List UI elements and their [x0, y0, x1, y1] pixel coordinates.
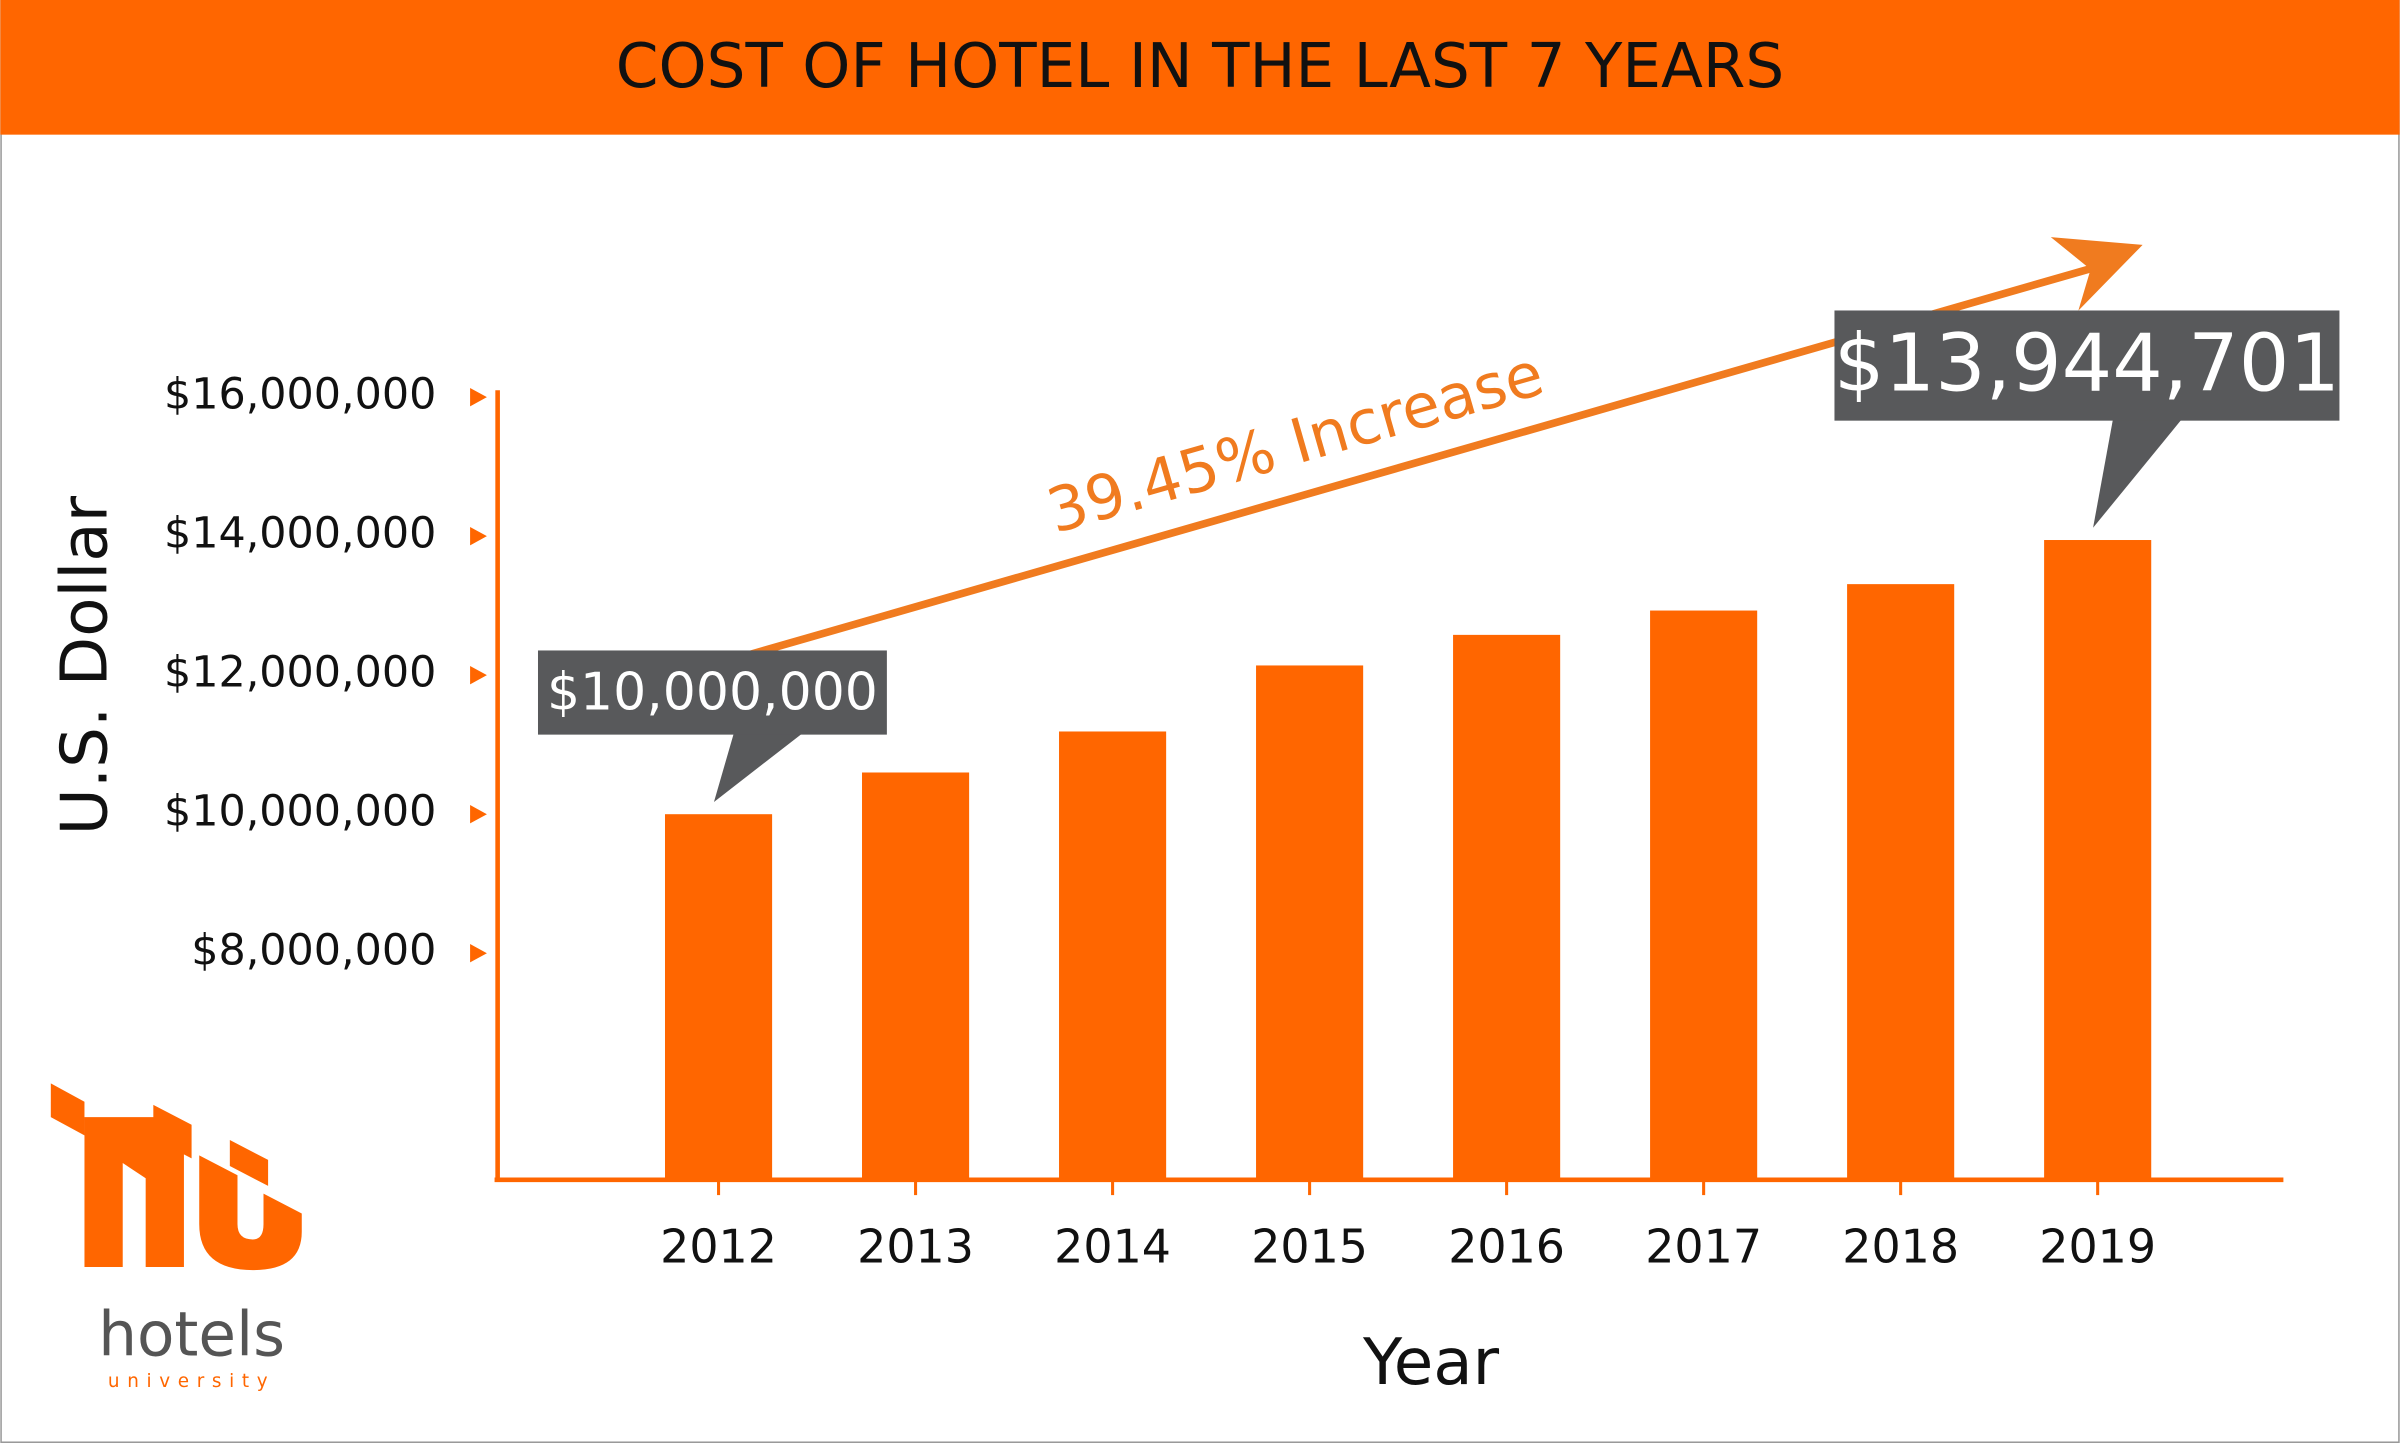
x-tick-label: 2015 [1251, 1220, 1368, 1274]
y-tick-label: $16,000,000 [164, 370, 436, 420]
y-tick-mark [470, 666, 487, 685]
x-tick-label: 2013 [857, 1220, 974, 1274]
value-label: $10,000,000 [547, 663, 878, 723]
logo-shape [50, 1083, 85, 1136]
bar [664, 814, 773, 1180]
bar [1256, 665, 1364, 1180]
x-axis-label: Year [1362, 1325, 1500, 1400]
logo-shape [153, 1104, 269, 1186]
value-label: $13,944,701 [1834, 317, 2340, 410]
x-tick-label: 2014 [1054, 1220, 1171, 1274]
x-tick-label: 2016 [1448, 1220, 1565, 1274]
bar [1059, 731, 1167, 1180]
logo-name: hotels [98, 1300, 285, 1371]
bar [1650, 610, 1758, 1180]
x-tick-label: 2018 [1842, 1220, 1959, 1274]
callout-box [1834, 310, 2340, 421]
chart-title: COST OF HOTEL IN THE LAST 7 YEARS [616, 31, 1785, 102]
x-tick-label: 2019 [2039, 1220, 2156, 1274]
logo-tagline: university [108, 1371, 275, 1392]
y-tick-mark [470, 387, 487, 407]
logo-shape [84, 1117, 184, 1268]
bar [1847, 584, 1955, 1180]
y-tick-label: $10,000,000 [164, 787, 436, 837]
bar [1453, 634, 1561, 1180]
trend-arrowhead [2050, 237, 2143, 311]
y-tick-mark [470, 944, 487, 963]
x-tick-label: 2017 [1645, 1220, 1762, 1274]
y-tick-label: $12,000,000 [164, 648, 436, 698]
y-tick-mark [470, 526, 487, 546]
y-tick-label: $14,000,000 [164, 509, 436, 559]
x-tick-label: 2012 [660, 1220, 777, 1274]
logo: hotels university [50, 1083, 302, 1392]
y-tick-label: $8,000,000 [191, 926, 436, 976]
y-axis-label: U.S. Dollar [48, 495, 123, 835]
callout-box [537, 650, 887, 735]
bar [2044, 540, 2152, 1180]
header-band [0, 0, 2400, 135]
callout-pointer [713, 733, 803, 802]
callout-pointer [2093, 419, 2182, 528]
logo-shape [199, 1155, 302, 1271]
bar [862, 772, 970, 1180]
y-tick-mark [470, 805, 487, 824]
